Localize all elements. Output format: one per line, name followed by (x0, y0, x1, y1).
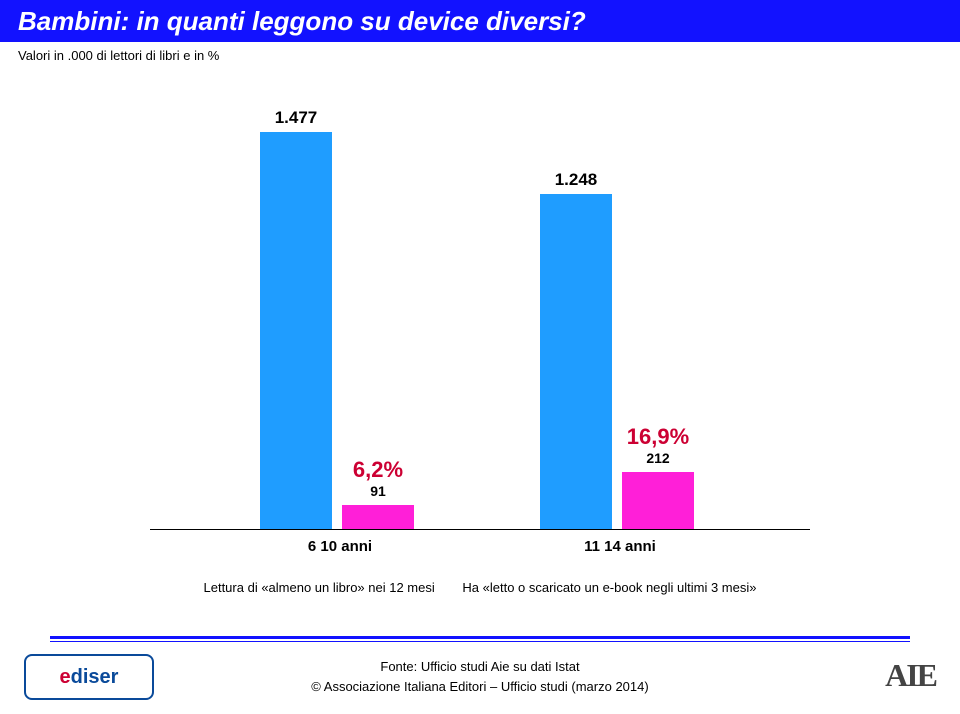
title-band: Bambini: in quanti leggono su device div… (0, 0, 960, 42)
bar-label-lettura-1: 1.248 (540, 170, 612, 190)
footer-rule-thin (50, 641, 910, 642)
bar-ebook-1: 16,9% 212 (622, 472, 694, 529)
slide: Bambini: in quanti leggono su device div… (0, 0, 960, 714)
x-axis-labels: 6 10 anni 11 14 anni (150, 538, 810, 562)
footer-text: Fonte: Ufficio studi Aie su dati Istat ©… (0, 657, 960, 696)
footer-rule-thick (50, 636, 910, 639)
x-cat-0: 6 10 anni (260, 538, 420, 555)
bar-label-lettura-0: 1.477 (260, 108, 332, 128)
bar-pct-ebook-0: 6,2% (308, 457, 448, 483)
legend-item-1: Ha «letto o scaricato un e-book negli ul… (462, 580, 756, 595)
bar-pct-ebook-1: 16,9% (588, 424, 728, 450)
bar-lettura-1: 1.248 (540, 194, 612, 529)
legend-item-0: Lettura di «almeno un libro» nei 12 mesi (204, 580, 435, 595)
bar-ebook-0: 6,2% 91 (342, 505, 414, 529)
plot-area: 1.477 6,2% 91 1.248 16,9% 212 (150, 100, 810, 530)
bar-val-ebook-0: 91 (342, 483, 414, 499)
chart: 1.477 6,2% 91 1.248 16,9% 212 6 10 anni … (150, 100, 810, 560)
subtitle: Valori in .000 di lettori di libri e in … (18, 48, 219, 63)
legend: Lettura di «almeno un libro» nei 12 mesi… (150, 580, 810, 595)
footer-source: Fonte: Ufficio studi Aie su dati Istat (0, 657, 960, 677)
footer: ediser Fonte: Ufficio studi Aie su dati … (0, 618, 960, 714)
aie-logo: AIE (885, 657, 936, 694)
x-cat-1: 11 14 anni (540, 538, 700, 555)
footer-copyright: © Associazione Italiana Editori – Uffici… (0, 677, 960, 697)
bar-val-ebook-1: 212 (622, 450, 694, 466)
slide-title: Bambini: in quanti leggono su device div… (18, 6, 586, 37)
